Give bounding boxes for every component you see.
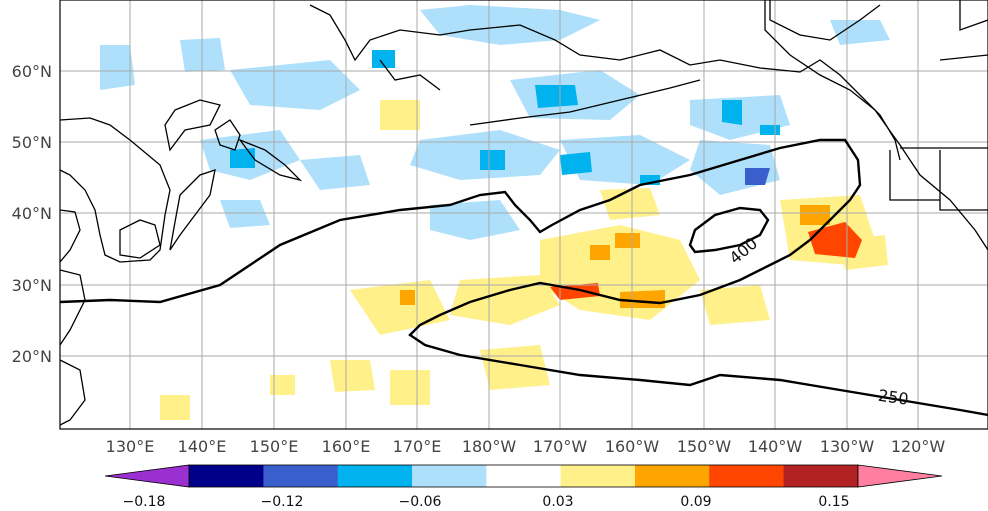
- colorbar-segment-10: [857, 464, 943, 488]
- coastlines: [60, 0, 988, 426]
- lon-tick-170e: 170°E: [393, 437, 442, 456]
- lon-tick-120w: 120°W: [891, 437, 946, 456]
- lon-tick-160w: 160°W: [605, 437, 660, 456]
- colorbar-segment-4: [412, 465, 487, 487]
- lat-tick-50n: 50°N: [12, 133, 52, 152]
- lon-tick-140w: 140°W: [748, 437, 803, 456]
- cbar-tick-3: 0.03: [542, 494, 573, 510]
- colorbar-segment-6: [560, 465, 636, 487]
- colorbar-segment-5: [486, 465, 562, 487]
- colorbar-segment-9: [783, 465, 859, 487]
- colorbar-frame: [188, 464, 859, 488]
- lon-tick-140e: 140°E: [178, 437, 227, 456]
- lat-tick-60n: 60°N: [12, 62, 52, 81]
- orange-regions: [400, 205, 830, 308]
- lat-tick-30n: 30°N: [12, 276, 52, 295]
- blue-regions: [230, 50, 780, 185]
- colorbar-segment-3: [337, 465, 413, 487]
- lon-tick-180w: 180°W: [462, 437, 517, 456]
- map-frame: [59, 0, 988, 430]
- colorbar-segment-0: [104, 464, 190, 488]
- lon-tick-150w: 150°W: [677, 437, 732, 456]
- cbar-tick-4: 0.09: [680, 494, 711, 510]
- colorbar: [104, 464, 943, 488]
- lon-tick-130e: 130°E: [106, 437, 155, 456]
- lon-tick-170w: 170°W: [533, 437, 588, 456]
- contour-label-250: 250: [877, 386, 910, 409]
- grid-lines: [60, 0, 988, 429]
- lon-tick-labels: 130°E 140°E 150°E 160°E 170°E 180°W 170°…: [106, 437, 946, 456]
- cbar-tick-5: 0.15: [818, 494, 849, 510]
- height-contours: [60, 138, 988, 417]
- colorbar-segment-7: [634, 465, 710, 487]
- lat-tick-40n: 40°N: [12, 204, 52, 223]
- colorbar-segment-1: [189, 465, 264, 487]
- colorbar-segment-2: [263, 465, 339, 487]
- colorbar-segment-8: [709, 465, 785, 487]
- lon-tick-150e: 150°E: [250, 437, 299, 456]
- colorbar-tick-labels: −0.18 −0.12 −0.06 0.03 0.09 0.15: [123, 494, 850, 510]
- lat-tick-labels: 60°N 50°N 40°N 30°N 20°N: [12, 62, 52, 366]
- lat-tick-20n: 20°N: [12, 347, 52, 366]
- cbar-tick-2: −0.06: [399, 494, 442, 510]
- cbar-tick-1: −0.12: [261, 494, 304, 510]
- lon-tick-130w: 130°W: [820, 437, 875, 456]
- cbar-tick-0: −0.18: [123, 494, 166, 510]
- dark-blue-regions: [745, 168, 770, 185]
- lon-tick-160e: 160°E: [322, 437, 371, 456]
